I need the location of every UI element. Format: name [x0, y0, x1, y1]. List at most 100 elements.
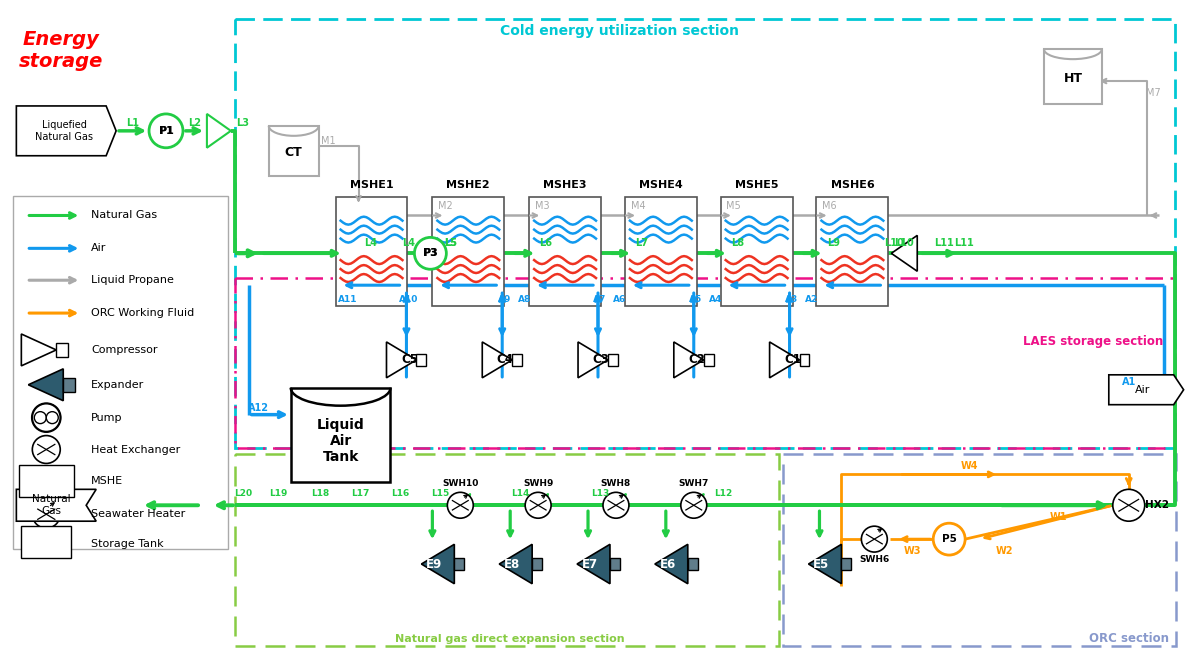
Text: L5: L5: [443, 238, 457, 248]
Text: C5: C5: [401, 354, 417, 366]
Bar: [721, 197, 793, 306]
Text: Natural
Gas: Natural Gas: [32, 495, 70, 516]
Polygon shape: [655, 544, 687, 584]
Circle shape: [32, 500, 61, 528]
Text: M3: M3: [535, 201, 549, 211]
Text: A9: A9: [497, 295, 511, 304]
Text: A7: A7: [593, 295, 606, 304]
Bar: [687, 558, 698, 570]
Text: SWH10: SWH10: [442, 479, 478, 488]
Text: W1: W1: [1050, 512, 1068, 522]
Bar: [235, 278, 1175, 448]
Polygon shape: [674, 342, 704, 378]
Text: L9: L9: [826, 238, 839, 248]
Text: Seawater Heater: Seawater Heater: [92, 509, 185, 519]
Text: SWH7: SWH7: [679, 479, 709, 488]
Circle shape: [34, 412, 46, 424]
Bar: [512, 354, 522, 366]
Bar: [13, 195, 228, 549]
Text: L4: L4: [402, 238, 415, 248]
Circle shape: [32, 436, 61, 463]
Circle shape: [46, 412, 58, 424]
Text: MSHE: MSHE: [92, 477, 124, 487]
Text: storage: storage: [19, 52, 103, 71]
Text: Cold energy utilization section: Cold energy utilization section: [501, 24, 740, 38]
Circle shape: [32, 404, 61, 432]
Circle shape: [1113, 489, 1145, 521]
Text: MSHE4: MSHE4: [638, 179, 682, 189]
Text: L12: L12: [715, 489, 732, 498]
Circle shape: [447, 493, 473, 518]
Text: E8: E8: [504, 557, 521, 571]
Text: C1: C1: [784, 354, 801, 366]
Text: L10: L10: [894, 238, 914, 248]
Text: P1: P1: [158, 126, 174, 136]
Text: L1: L1: [126, 118, 139, 128]
Bar: [533, 558, 542, 570]
Circle shape: [32, 404, 61, 432]
Text: L14: L14: [511, 489, 529, 498]
Text: SWH6: SWH6: [860, 555, 889, 563]
Text: P1: P1: [159, 126, 172, 136]
Polygon shape: [1109, 375, 1183, 404]
Text: L7: L7: [635, 238, 648, 248]
Text: E7: E7: [581, 557, 598, 571]
Text: L10: L10: [885, 238, 904, 248]
Text: CT: CT: [285, 146, 302, 160]
Polygon shape: [17, 106, 117, 156]
Bar: [625, 197, 697, 306]
Text: Liquid Propane: Liquid Propane: [92, 275, 174, 285]
Text: W3: W3: [904, 546, 921, 556]
Text: M4: M4: [630, 201, 646, 211]
Bar: [235, 455, 779, 645]
Bar: [56, 343, 68, 357]
Circle shape: [861, 526, 887, 552]
Polygon shape: [21, 334, 56, 366]
Text: Expander: Expander: [92, 380, 144, 390]
Polygon shape: [892, 236, 917, 271]
Text: L4: L4: [364, 238, 377, 248]
Text: L16: L16: [391, 489, 409, 498]
Text: M6: M6: [822, 201, 837, 211]
Bar: [433, 197, 504, 306]
Text: A1: A1: [1121, 377, 1135, 387]
Text: L15: L15: [432, 489, 449, 498]
Polygon shape: [577, 544, 610, 584]
Bar: [63, 378, 75, 392]
Polygon shape: [483, 342, 512, 378]
Bar: [529, 197, 600, 306]
Text: Storage Tank: Storage Tank: [92, 539, 164, 549]
Text: L17: L17: [352, 489, 370, 498]
Text: ORC section: ORC section: [1089, 632, 1169, 645]
Bar: [608, 354, 618, 366]
Text: L11: L11: [955, 238, 974, 248]
Bar: [269, 126, 319, 175]
Text: E6: E6: [660, 557, 677, 571]
Text: E9: E9: [426, 557, 442, 571]
Text: P5: P5: [942, 534, 957, 544]
Text: L19: L19: [270, 489, 288, 498]
Circle shape: [415, 238, 446, 269]
Bar: [842, 558, 851, 570]
Polygon shape: [207, 114, 231, 148]
Text: A2: A2: [805, 295, 818, 304]
Text: L8: L8: [731, 238, 744, 248]
Text: M5: M5: [726, 201, 741, 211]
Text: Heat Exchanger: Heat Exchanger: [92, 444, 181, 455]
Text: LAES storage section: LAES storage section: [1024, 336, 1164, 348]
Text: L13: L13: [591, 489, 609, 498]
Polygon shape: [386, 342, 416, 378]
Text: Natural gas direct expansion section: Natural gas direct expansion section: [396, 634, 625, 643]
Text: L2: L2: [188, 118, 201, 128]
Polygon shape: [769, 342, 799, 378]
Text: A12: A12: [249, 402, 269, 412]
Text: C4: C4: [497, 354, 514, 366]
Text: P3: P3: [423, 248, 438, 258]
Bar: [610, 558, 619, 570]
Text: MSHE5: MSHE5: [735, 179, 779, 189]
Text: A3: A3: [785, 295, 798, 304]
Polygon shape: [809, 544, 842, 584]
Circle shape: [526, 493, 552, 518]
Text: W2: W2: [995, 546, 1013, 556]
Text: L5: L5: [443, 238, 457, 248]
